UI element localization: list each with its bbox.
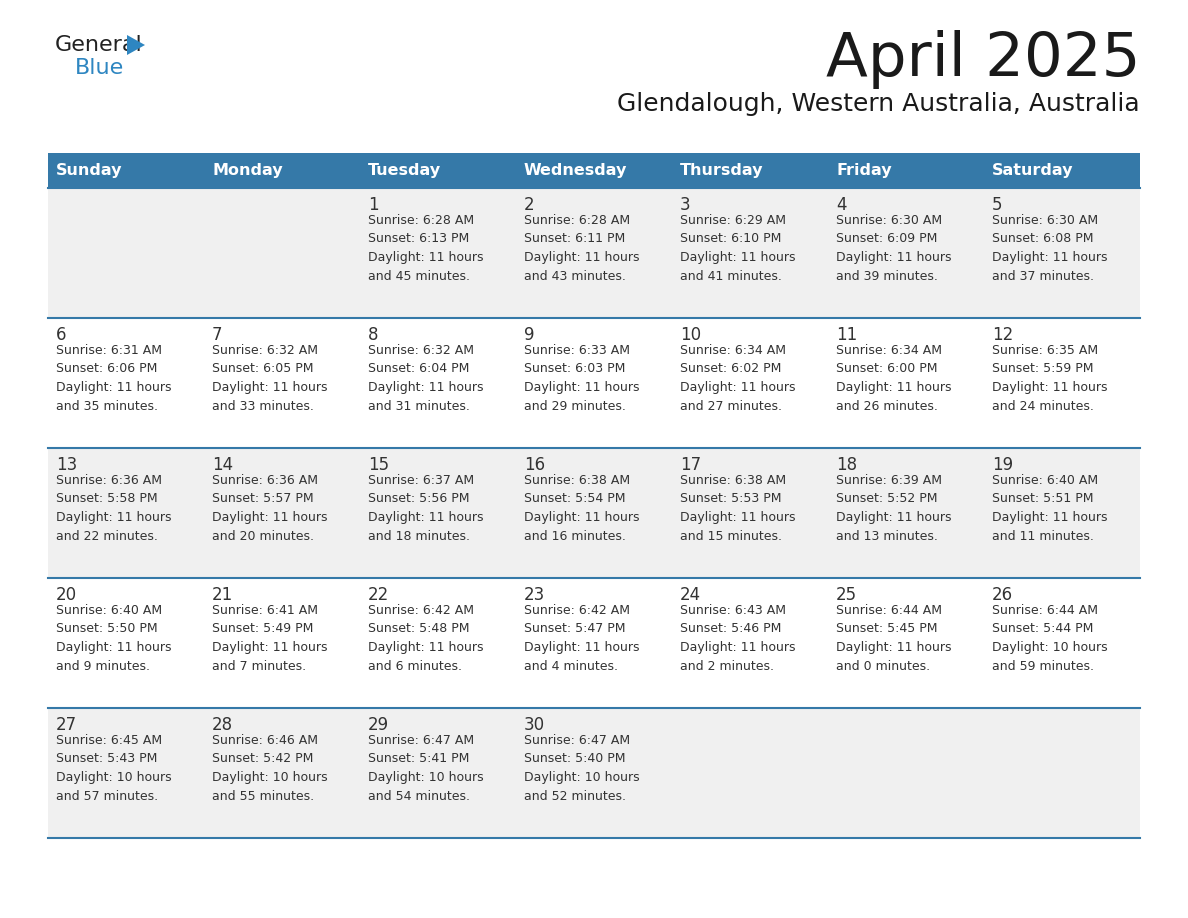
Text: 19: 19	[992, 456, 1013, 474]
Text: 8: 8	[368, 326, 379, 344]
Text: 15: 15	[368, 456, 390, 474]
Text: Sunrise: 6:36 AM
Sunset: 5:58 PM
Daylight: 11 hours
and 22 minutes.: Sunrise: 6:36 AM Sunset: 5:58 PM Dayligh…	[56, 474, 171, 543]
Text: 4: 4	[836, 196, 847, 214]
Text: Sunrise: 6:47 AM
Sunset: 5:41 PM
Daylight: 10 hours
and 54 minutes.: Sunrise: 6:47 AM Sunset: 5:41 PM Dayligh…	[368, 734, 484, 802]
Text: 28: 28	[211, 716, 233, 734]
Bar	[672, 153, 828, 188]
Text: 10: 10	[680, 326, 701, 344]
Text: Sunrise: 6:40 AM
Sunset: 5:51 PM
Daylight: 11 hours
and 11 minutes.: Sunrise: 6:40 AM Sunset: 5:51 PM Dayligh…	[992, 474, 1107, 543]
Text: 3: 3	[680, 196, 690, 214]
Text: 14: 14	[211, 456, 233, 474]
Text: Sunrise: 6:43 AM
Sunset: 5:46 PM
Daylight: 11 hours
and 2 minutes.: Sunrise: 6:43 AM Sunset: 5:46 PM Dayligh…	[680, 604, 796, 673]
Text: Friday: Friday	[836, 163, 892, 178]
Text: Sunrise: 6:37 AM
Sunset: 5:56 PM
Daylight: 11 hours
and 18 minutes.: Sunrise: 6:37 AM Sunset: 5:56 PM Dayligh…	[368, 474, 484, 543]
Text: 25: 25	[836, 586, 857, 604]
Text: Sunrise: 6:29 AM
Sunset: 6:10 PM
Daylight: 11 hours
and 41 minutes.: Sunrise: 6:29 AM Sunset: 6:10 PM Dayligh…	[680, 214, 796, 283]
Text: 26: 26	[992, 586, 1013, 604]
Text: 30: 30	[524, 716, 545, 734]
Text: 6: 6	[56, 326, 67, 344]
Bar	[516, 153, 672, 188]
Text: 29: 29	[368, 716, 390, 734]
Text: Blue: Blue	[75, 58, 125, 78]
Text: Sunrise: 6:45 AM
Sunset: 5:43 PM
Daylight: 10 hours
and 57 minutes.: Sunrise: 6:45 AM Sunset: 5:43 PM Dayligh…	[56, 734, 171, 802]
Bar	[204, 153, 360, 188]
Text: 17: 17	[680, 456, 701, 474]
Text: 16: 16	[524, 456, 545, 474]
Text: April 2025: April 2025	[826, 30, 1140, 89]
Text: Sunrise: 6:42 AM
Sunset: 5:48 PM
Daylight: 11 hours
and 6 minutes.: Sunrise: 6:42 AM Sunset: 5:48 PM Dayligh…	[368, 604, 484, 673]
Text: Sunrise: 6:36 AM
Sunset: 5:57 PM
Daylight: 11 hours
and 20 minutes.: Sunrise: 6:36 AM Sunset: 5:57 PM Dayligh…	[211, 474, 328, 543]
Bar	[828, 153, 984, 188]
Text: Sunrise: 6:38 AM
Sunset: 5:54 PM
Daylight: 11 hours
and 16 minutes.: Sunrise: 6:38 AM Sunset: 5:54 PM Dayligh…	[524, 474, 639, 543]
Text: Wednesday: Wednesday	[524, 163, 627, 178]
Text: Sunrise: 6:28 AM
Sunset: 6:11 PM
Daylight: 11 hours
and 43 minutes.: Sunrise: 6:28 AM Sunset: 6:11 PM Dayligh…	[524, 214, 639, 283]
Text: Saturday: Saturday	[992, 163, 1074, 178]
Bar	[48, 153, 204, 188]
Text: Sunrise: 6:44 AM
Sunset: 5:44 PM
Daylight: 10 hours
and 59 minutes.: Sunrise: 6:44 AM Sunset: 5:44 PM Dayligh…	[992, 604, 1107, 673]
Text: Sunrise: 6:30 AM
Sunset: 6:09 PM
Daylight: 11 hours
and 39 minutes.: Sunrise: 6:30 AM Sunset: 6:09 PM Dayligh…	[836, 214, 952, 283]
Text: Monday: Monday	[211, 163, 283, 178]
Text: General: General	[55, 35, 143, 55]
Text: 11: 11	[836, 326, 858, 344]
Bar	[48, 318, 1140, 448]
Bar	[48, 188, 1140, 318]
Text: Thursday: Thursday	[680, 163, 764, 178]
Text: Sunrise: 6:30 AM
Sunset: 6:08 PM
Daylight: 11 hours
and 37 minutes.: Sunrise: 6:30 AM Sunset: 6:08 PM Dayligh…	[992, 214, 1107, 283]
Text: Sunrise: 6:32 AM
Sunset: 6:04 PM
Daylight: 11 hours
and 31 minutes.: Sunrise: 6:32 AM Sunset: 6:04 PM Dayligh…	[368, 344, 484, 412]
Text: 2: 2	[524, 196, 535, 214]
Text: Sunrise: 6:38 AM
Sunset: 5:53 PM
Daylight: 11 hours
and 15 minutes.: Sunrise: 6:38 AM Sunset: 5:53 PM Dayligh…	[680, 474, 796, 543]
Text: Sunrise: 6:47 AM
Sunset: 5:40 PM
Daylight: 10 hours
and 52 minutes.: Sunrise: 6:47 AM Sunset: 5:40 PM Dayligh…	[524, 734, 639, 802]
Text: 7: 7	[211, 326, 222, 344]
Bar	[48, 578, 1140, 708]
Text: 5: 5	[992, 196, 1003, 214]
Text: Sunrise: 6:44 AM
Sunset: 5:45 PM
Daylight: 11 hours
and 0 minutes.: Sunrise: 6:44 AM Sunset: 5:45 PM Dayligh…	[836, 604, 952, 673]
Bar	[360, 153, 516, 188]
Text: Sunrise: 6:46 AM
Sunset: 5:42 PM
Daylight: 10 hours
and 55 minutes.: Sunrise: 6:46 AM Sunset: 5:42 PM Dayligh…	[211, 734, 328, 802]
Text: 1: 1	[368, 196, 379, 214]
Text: Sunrise: 6:41 AM
Sunset: 5:49 PM
Daylight: 11 hours
and 7 minutes.: Sunrise: 6:41 AM Sunset: 5:49 PM Dayligh…	[211, 604, 328, 673]
Text: Sunrise: 6:28 AM
Sunset: 6:13 PM
Daylight: 11 hours
and 45 minutes.: Sunrise: 6:28 AM Sunset: 6:13 PM Dayligh…	[368, 214, 484, 283]
Text: 12: 12	[992, 326, 1013, 344]
Text: Sunrise: 6:34 AM
Sunset: 6:00 PM
Daylight: 11 hours
and 26 minutes.: Sunrise: 6:34 AM Sunset: 6:00 PM Dayligh…	[836, 344, 952, 412]
Text: 13: 13	[56, 456, 77, 474]
Text: Sunrise: 6:32 AM
Sunset: 6:05 PM
Daylight: 11 hours
and 33 minutes.: Sunrise: 6:32 AM Sunset: 6:05 PM Dayligh…	[211, 344, 328, 412]
Polygon shape	[127, 35, 145, 55]
Text: Glendalough, Western Australia, Australia: Glendalough, Western Australia, Australi…	[618, 92, 1140, 116]
Text: Sunrise: 6:31 AM
Sunset: 6:06 PM
Daylight: 11 hours
and 35 minutes.: Sunrise: 6:31 AM Sunset: 6:06 PM Dayligh…	[56, 344, 171, 412]
Text: 21: 21	[211, 586, 233, 604]
Text: Tuesday: Tuesday	[368, 163, 441, 178]
Bar	[984, 153, 1140, 188]
Text: 23: 23	[524, 586, 545, 604]
Text: Sunrise: 6:33 AM
Sunset: 6:03 PM
Daylight: 11 hours
and 29 minutes.: Sunrise: 6:33 AM Sunset: 6:03 PM Dayligh…	[524, 344, 639, 412]
Text: Sunrise: 6:42 AM
Sunset: 5:47 PM
Daylight: 11 hours
and 4 minutes.: Sunrise: 6:42 AM Sunset: 5:47 PM Dayligh…	[524, 604, 639, 673]
Bar	[48, 448, 1140, 578]
Text: Sunrise: 6:34 AM
Sunset: 6:02 PM
Daylight: 11 hours
and 27 minutes.: Sunrise: 6:34 AM Sunset: 6:02 PM Dayligh…	[680, 344, 796, 412]
Bar	[48, 708, 1140, 838]
Text: 27: 27	[56, 716, 77, 734]
Text: Sunrise: 6:35 AM
Sunset: 5:59 PM
Daylight: 11 hours
and 24 minutes.: Sunrise: 6:35 AM Sunset: 5:59 PM Dayligh…	[992, 344, 1107, 412]
Text: Sunday: Sunday	[56, 163, 122, 178]
Text: 24: 24	[680, 586, 701, 604]
Text: Sunrise: 6:39 AM
Sunset: 5:52 PM
Daylight: 11 hours
and 13 minutes.: Sunrise: 6:39 AM Sunset: 5:52 PM Dayligh…	[836, 474, 952, 543]
Text: 20: 20	[56, 586, 77, 604]
Text: 22: 22	[368, 586, 390, 604]
Text: 9: 9	[524, 326, 535, 344]
Text: 18: 18	[836, 456, 857, 474]
Text: Sunrise: 6:40 AM
Sunset: 5:50 PM
Daylight: 11 hours
and 9 minutes.: Sunrise: 6:40 AM Sunset: 5:50 PM Dayligh…	[56, 604, 171, 673]
